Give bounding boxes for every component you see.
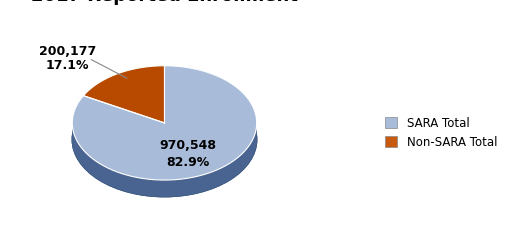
Text: 17.1%: 17.1% bbox=[46, 59, 89, 72]
Ellipse shape bbox=[72, 82, 256, 197]
Text: 970,548: 970,548 bbox=[159, 140, 216, 153]
Polygon shape bbox=[72, 120, 256, 197]
Polygon shape bbox=[72, 66, 256, 180]
Ellipse shape bbox=[72, 82, 256, 197]
Polygon shape bbox=[83, 66, 164, 123]
Title: 2017 Reported Enrollment: 2017 Reported Enrollment bbox=[31, 0, 298, 5]
Text: 82.9%: 82.9% bbox=[166, 156, 209, 169]
Legend: SARA Total, Non-SARA Total: SARA Total, Non-SARA Total bbox=[379, 111, 503, 154]
Text: 200,177: 200,177 bbox=[39, 45, 96, 58]
